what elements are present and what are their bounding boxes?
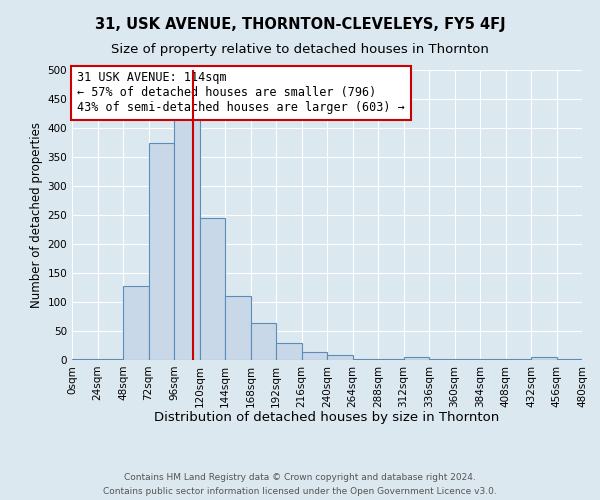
Text: Contains HM Land Registry data © Crown copyright and database right 2024.: Contains HM Land Registry data © Crown c… [124,473,476,482]
Text: 31, USK AVENUE, THORNTON-CLEVELEYS, FY5 4FJ: 31, USK AVENUE, THORNTON-CLEVELEYS, FY5 … [95,18,505,32]
Bar [276,342,302,360]
X-axis label: Distribution of detached houses by size in Thornton: Distribution of detached houses by size … [154,411,500,424]
Text: Contains public sector information licensed under the Open Government Licence v3: Contains public sector information licen… [103,486,497,496]
Text: Size of property relative to detached houses in Thornton: Size of property relative to detached ho… [111,42,489,56]
Bar [225,296,251,360]
Bar [199,218,225,360]
Bar [302,352,327,360]
Bar [531,357,557,360]
Bar [72,359,97,360]
Y-axis label: Number of detached properties: Number of detached properties [30,122,43,308]
Bar [149,142,174,360]
Bar [353,359,378,360]
Bar [174,120,199,360]
Bar [251,324,276,360]
Bar [327,356,353,360]
Bar [404,357,429,360]
Text: 31 USK AVENUE: 114sqm
← 57% of detached houses are smaller (796)
43% of semi-det: 31 USK AVENUE: 114sqm ← 57% of detached … [77,72,405,114]
Bar [97,359,123,360]
Bar [123,286,149,360]
